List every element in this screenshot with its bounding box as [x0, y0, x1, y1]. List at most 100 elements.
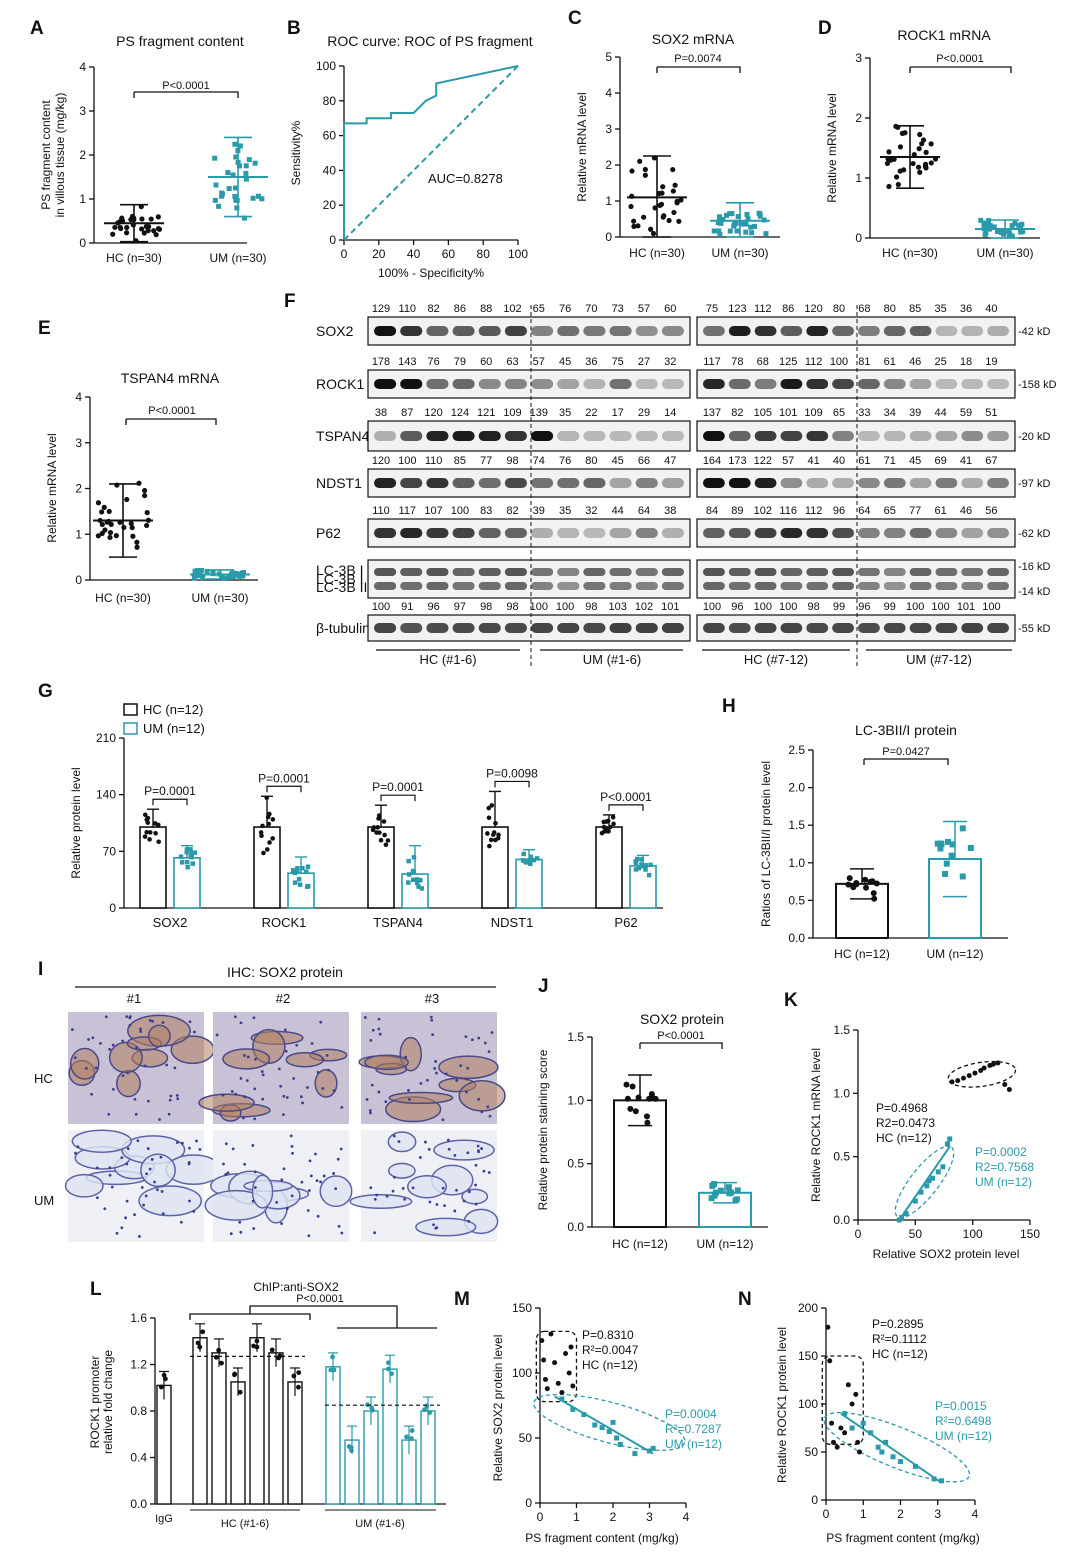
tissue-nucleus: [280, 1178, 284, 1182]
data-point: [1009, 223, 1015, 229]
y-tick-label: 50: [519, 1431, 533, 1445]
data-point: [886, 183, 892, 190]
data-point: [110, 231, 116, 237]
panel-l-title: ChIP:anti-SOX2: [253, 1280, 339, 1294]
data-point: [237, 143, 243, 149]
data-point: [966, 1073, 972, 1079]
panel-j-ylabel: Relative protein staining score: [536, 1049, 550, 1210]
blot-quant-left: 17: [612, 407, 624, 419]
blot-band: [832, 623, 854, 633]
blot-band: [909, 528, 932, 538]
blot-band: [806, 568, 829, 576]
tissue-nucleus: [146, 1147, 150, 1150]
data-point: [124, 496, 130, 503]
blot-band: [961, 623, 984, 633]
data-point: [346, 1444, 352, 1449]
panel-m: M 0 50 100 150 0 1 2 3 4 Relative SOX2 protein l…: [454, 1289, 722, 1545]
tissue-nucleus: [161, 1021, 165, 1024]
blot-quant-left: 75: [612, 356, 624, 368]
blot-band: [531, 326, 554, 336]
blot-quant-right: 100: [906, 601, 924, 613]
tissue-nucleus: [377, 1027, 381, 1031]
tissue-nucleus: [254, 1057, 257, 1061]
y-tick-label: 1.0: [788, 856, 805, 870]
blot-band: [609, 568, 632, 576]
blot-quant-right: 99: [884, 601, 896, 613]
data-point: [330, 1354, 335, 1360]
blot-quant-left: 139: [530, 407, 548, 419]
blot-band: [780, 379, 803, 389]
blot-band: [583, 326, 606, 336]
tissue-nucleus: [425, 1078, 429, 1082]
data-point: [376, 813, 382, 818]
blot-band: [609, 326, 632, 336]
tissue-nucleus: [253, 1117, 257, 1121]
blot-quant-right: 98: [807, 601, 819, 613]
panel-l-pvalue: P<0.0001: [296, 1293, 343, 1305]
blot-quant-left: 109: [503, 407, 521, 419]
data-point: [658, 201, 665, 207]
blot-quant-right: 116: [779, 505, 797, 517]
blot-band: [780, 623, 803, 633]
tissue-nucleus: [408, 1097, 411, 1101]
tissue-villus: [116, 1069, 141, 1098]
sig-bracket: [494, 780, 530, 788]
data-point: [234, 205, 240, 211]
data-point: [995, 229, 1001, 235]
tissue-nucleus: [490, 1031, 494, 1034]
blot-band: [504, 582, 527, 590]
tissue-nucleus: [108, 1173, 112, 1177]
tissue-nucleus: [419, 1081, 423, 1085]
blot-band: [504, 326, 527, 336]
panel-letter-l: L: [90, 1279, 102, 1300]
y-tick-label: 2: [605, 158, 612, 172]
blot-band: [754, 379, 777, 389]
data-point: [643, 1113, 650, 1120]
data-point: [213, 182, 219, 188]
blot-band: [909, 431, 932, 441]
tissue-nucleus: [126, 1147, 130, 1151]
blot-band: [858, 478, 880, 488]
blot-box-left: [367, 559, 691, 599]
pvalue-label: P=0.0098: [486, 766, 538, 780]
data-point: [944, 1141, 950, 1147]
blot-band: [400, 431, 423, 441]
blot-quant-right: 123: [728, 303, 746, 315]
data-point: [599, 1425, 605, 1431]
data-point: [416, 884, 421, 889]
data-point: [139, 216, 145, 222]
data-point: [254, 1338, 260, 1344]
blot-quant-right: 120: [804, 303, 822, 315]
data-point: [845, 881, 852, 888]
blot-band: [635, 379, 658, 389]
panel-a-ylabel-1: PS fragment content: [39, 100, 53, 210]
blot-band: [478, 582, 501, 590]
blot-band: [609, 582, 632, 590]
tissue-nucleus: [74, 1151, 77, 1155]
data-point: [570, 1383, 576, 1389]
tissue-nucleus: [474, 1183, 477, 1187]
tissue-nucleus: [368, 1109, 372, 1112]
blot-quant-right: 101: [779, 407, 797, 419]
blot-band: [728, 326, 751, 336]
panel-b-auc: AUC=0.8278: [428, 171, 503, 186]
data-point: [419, 886, 425, 891]
tissue-nucleus: [441, 1118, 445, 1122]
blot-row-label: NDST1: [316, 475, 362, 491]
tissue-nucleus: [125, 1199, 129, 1203]
blot-band: [661, 528, 684, 538]
y-tick-label: 4: [75, 390, 82, 404]
data-point: [521, 858, 526, 863]
bar-hc: [613, 1099, 667, 1229]
panel-b-reference-line: [343, 65, 519, 241]
panel-c-title: SOX2 mRNA: [652, 31, 735, 47]
blot-quant-right: 45: [909, 455, 921, 467]
panel-a-title: PS fragment content: [116, 33, 244, 49]
blot-quant-left: 60: [664, 303, 676, 315]
blot-box-right: [696, 559, 1016, 599]
data-point: [987, 223, 993, 229]
tissue-villus: [319, 1175, 353, 1208]
data-point: [917, 131, 923, 138]
data-point: [219, 1360, 224, 1366]
tissue-nucleus: [327, 1068, 330, 1072]
